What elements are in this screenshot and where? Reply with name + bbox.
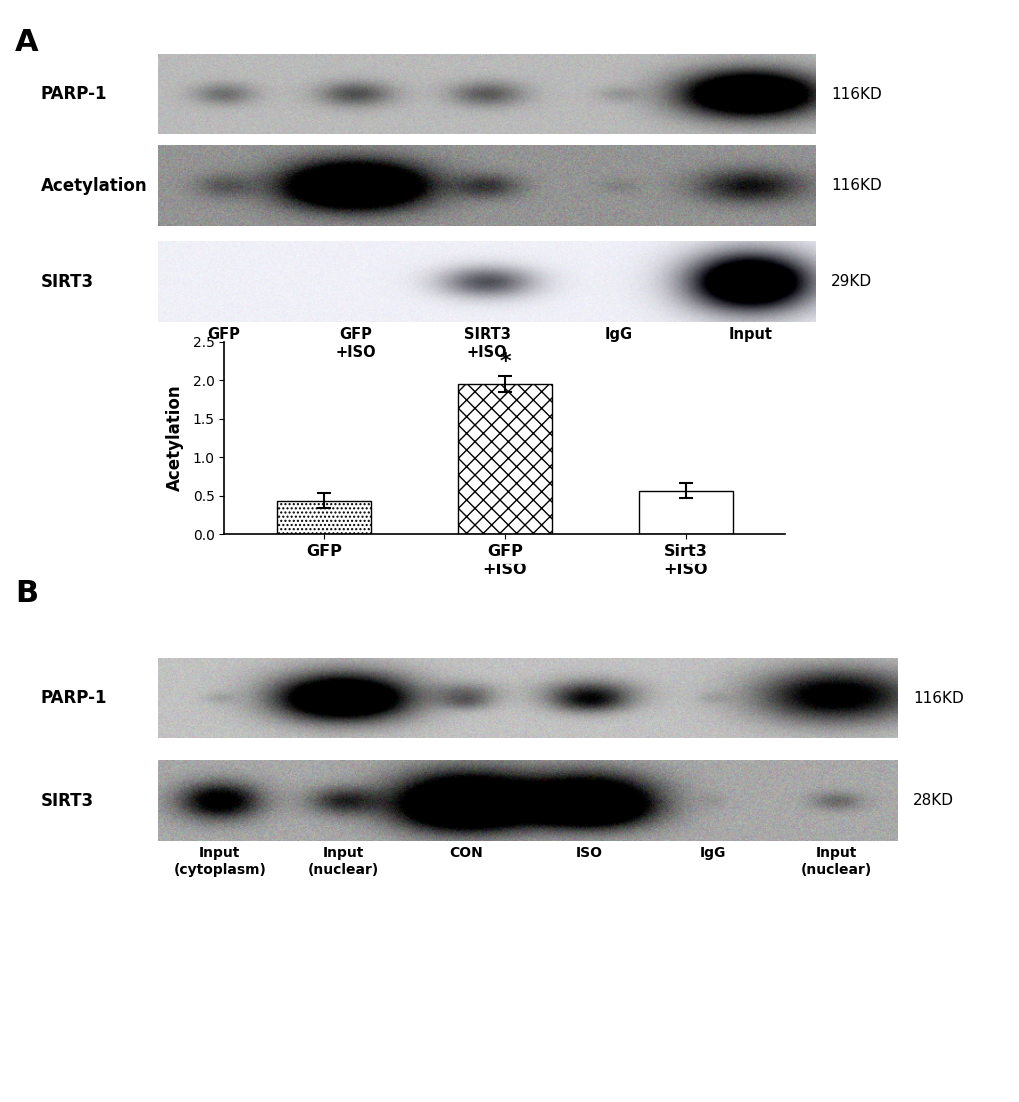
Text: SIRT3: SIRT3: [41, 791, 94, 810]
Text: Input
(nuclear): Input (nuclear): [800, 846, 871, 876]
Text: Input: Input: [728, 327, 771, 343]
Bar: [458, 385, 551, 534]
Text: *: *: [498, 352, 511, 371]
Text: PARP-1: PARP-1: [41, 85, 107, 104]
Text: SIRT3
+ISO: SIRT3 +ISO: [464, 327, 510, 359]
Text: 28KD: 28KD: [912, 793, 953, 808]
Text: Input
(cytoplasm): Input (cytoplasm): [173, 846, 266, 876]
Text: Acetylation: Acetylation: [41, 176, 148, 195]
Text: 116KD: 116KD: [830, 179, 881, 193]
Text: IgG: IgG: [699, 846, 726, 861]
Text: SIRT3: SIRT3: [41, 272, 94, 291]
Text: B: B: [15, 579, 39, 607]
Text: 116KD: 116KD: [830, 87, 881, 101]
Text: Input
(nuclear): Input (nuclear): [307, 846, 378, 876]
Text: PARP-1: PARP-1: [41, 689, 107, 707]
Text: ISO: ISO: [576, 846, 602, 861]
Text: A: A: [15, 28, 39, 56]
Bar: [638, 490, 733, 534]
Bar: [276, 500, 371, 534]
Y-axis label: Acetylation: Acetylation: [166, 385, 184, 491]
Text: IgG: IgG: [604, 327, 632, 343]
Text: GFP
+ISO: GFP +ISO: [335, 327, 375, 359]
Text: 29KD: 29KD: [830, 274, 871, 289]
Text: 116KD: 116KD: [912, 691, 963, 705]
Text: CON: CON: [449, 846, 483, 861]
Text: GFP: GFP: [207, 327, 240, 343]
